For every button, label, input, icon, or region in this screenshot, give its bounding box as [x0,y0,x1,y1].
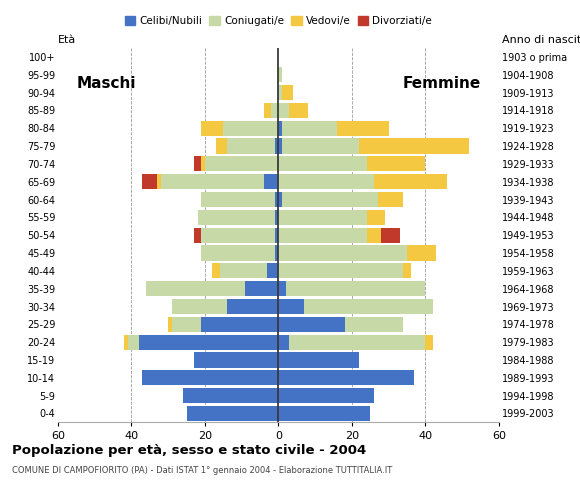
Bar [374,174,447,189]
Bar [367,228,381,243]
Bar [289,103,308,118]
Bar [172,317,201,332]
Bar [275,245,278,261]
Bar [275,139,278,154]
Bar [183,388,278,403]
Bar [146,281,245,296]
Bar [286,281,425,296]
Bar [201,192,275,207]
Bar [278,317,345,332]
Bar [278,67,282,83]
Bar [282,120,337,136]
Bar [124,335,128,350]
Bar [278,299,304,314]
Bar [278,352,359,368]
Bar [403,263,411,278]
Bar [359,139,469,154]
Bar [407,245,436,261]
Bar [264,174,278,189]
Bar [278,228,367,243]
Bar [194,352,278,368]
Bar [271,103,278,118]
Bar [278,263,403,278]
Bar [201,120,223,136]
Bar [345,317,403,332]
Bar [278,156,367,171]
Bar [187,406,278,421]
Bar [367,210,385,225]
Bar [304,299,433,314]
Bar [378,192,403,207]
Bar [282,85,293,100]
Bar [227,299,278,314]
Bar [128,335,139,350]
Bar [278,335,289,350]
Text: Femmine: Femmine [402,76,480,91]
Bar [278,388,374,403]
Bar [267,263,278,278]
Bar [337,120,389,136]
Bar [223,120,278,136]
Bar [278,406,370,421]
Bar [425,335,433,350]
Bar [194,228,201,243]
Text: Popolazione per età, sesso e stato civile - 2004: Popolazione per età, sesso e stato civil… [12,444,366,456]
Bar [264,103,271,118]
Bar [278,174,374,189]
Bar [143,370,278,385]
Bar [139,335,278,350]
Bar [282,192,378,207]
Bar [205,156,278,171]
Bar [278,281,286,296]
Bar [157,174,161,189]
Bar [278,370,414,385]
Bar [220,263,267,278]
Bar [194,156,201,171]
Bar [201,156,205,171]
Bar [278,103,289,118]
Bar [245,281,278,296]
Text: Anno di nascita: Anno di nascita [502,36,580,45]
Bar [201,245,275,261]
Bar [278,192,282,207]
Bar [275,192,278,207]
Text: Maschi: Maschi [77,76,136,91]
Text: Età: Età [58,36,76,45]
Bar [198,210,275,225]
Bar [289,335,425,350]
Bar [278,245,407,261]
Bar [278,139,282,154]
Bar [227,139,275,154]
Bar [278,210,367,225]
Bar [143,174,157,189]
Bar [282,139,359,154]
Bar [201,228,275,243]
Legend: Celibi/Nubili, Coniugati/e, Vedovi/e, Divorziati/e: Celibi/Nubili, Coniugati/e, Vedovi/e, Di… [121,12,436,30]
Bar [168,317,172,332]
Bar [201,317,278,332]
Bar [381,228,400,243]
Bar [172,299,227,314]
Text: COMUNE DI CAMPOFIORITO (PA) - Dati ISTAT 1° gennaio 2004 - Elaborazione TUTTITAL: COMUNE DI CAMPOFIORITO (PA) - Dati ISTAT… [12,466,392,475]
Bar [275,210,278,225]
Bar [212,263,220,278]
Bar [278,120,282,136]
Bar [161,174,264,189]
Bar [216,139,227,154]
Bar [367,156,425,171]
Bar [275,228,278,243]
Bar [278,85,282,100]
